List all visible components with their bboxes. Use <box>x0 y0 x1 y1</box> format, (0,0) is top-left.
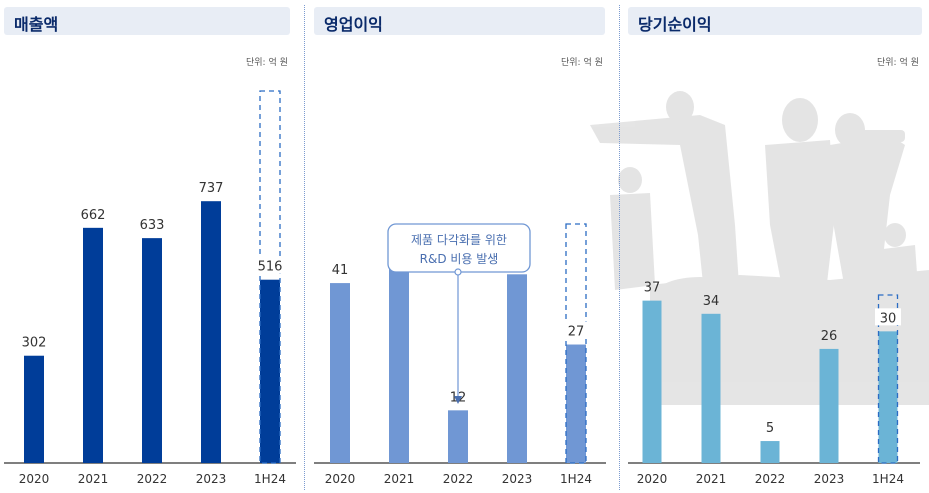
data-label-2020: 302 <box>22 336 47 351</box>
data-label-bg <box>875 308 901 326</box>
bar-1H24 <box>566 344 586 463</box>
operating-profit-title-bar: 영업이익 <box>314 7 605 35</box>
bar-2023 <box>819 348 839 463</box>
data-label-1H24: 27 <box>568 325 585 340</box>
data-label-bg <box>257 256 283 274</box>
bar-2020 <box>642 300 662 463</box>
tick-label-2023: 2023 <box>502 472 533 486</box>
bar-2022 <box>760 441 780 463</box>
net-income-chart: 37 2020 34 2021 5 2022 26 2023 30 1H24 <box>628 281 920 486</box>
data-label-2023: 26 <box>821 329 838 344</box>
tick-label-1H24: 1H24 <box>560 472 592 486</box>
bar-2021 <box>389 243 409 463</box>
bar-1H24 <box>260 279 280 463</box>
net-income-title: 당기순이익 <box>638 15 712 34</box>
projection-box-1H24 <box>565 223 587 464</box>
data-label-1H24: 30 <box>880 311 897 326</box>
tick-label-2022: 2022 <box>755 472 786 486</box>
data-label-2021: 662 <box>81 208 106 223</box>
callout-line1: 제품 다각화를 위한 <box>411 233 507 247</box>
net-income-unit-label: 단위: 억 원 <box>877 58 919 68</box>
projection-box-1H24 <box>259 90 281 464</box>
tick-label-2020: 2020 <box>637 472 668 486</box>
operating-profit-panel: 영업이익 단위: 억 원 412020502021122022432023271… <box>310 0 610 493</box>
revenue-title-bar: 매출액 <box>4 7 290 35</box>
tick-label-2022: 2022 <box>443 472 474 486</box>
callout-line2: R&D 비용 발생 <box>420 252 499 266</box>
data-label-2021: 34 <box>703 294 720 309</box>
tick-label-2020: 2020 <box>19 472 50 486</box>
tick-label-2023: 2023 <box>196 472 227 486</box>
revenue-panel: 매출액 단위: 억 원 302 2020 662 2021 633 2022 737 2023… <box>0 0 300 493</box>
net-income-panel: 당기순이익 단위: 억 원 37 2020 34 2021 5 2022 26 2023 30 1… <box>624 0 924 493</box>
projection-box-1H24 <box>877 294 899 464</box>
tick-label-2021: 2021 <box>696 472 727 486</box>
callout-arrow-head <box>454 396 462 404</box>
bar-2022 <box>448 410 468 463</box>
data-label-2022: 5 <box>766 421 774 436</box>
data-label-2023: 737 <box>199 181 224 196</box>
operating-profit-chart: 412020502021122022432023271H24제품 다각화를 위한… <box>314 223 606 486</box>
operating-profit-unit-label: 단위: 억 원 <box>561 58 603 68</box>
bar-2023 <box>201 201 221 464</box>
tick-label-1H24: 1H24 <box>254 472 286 486</box>
bar-2021 <box>701 313 721 463</box>
bar-1H24 <box>878 331 898 463</box>
tick-label-1H24: 1H24 <box>872 472 904 486</box>
bar-2023 <box>507 274 527 463</box>
data-label-2020: 37 <box>644 281 661 296</box>
callout-anchor <box>454 268 462 276</box>
net-income-title-bar: 당기순이익 <box>628 7 922 35</box>
data-label-2022: 633 <box>140 218 165 233</box>
panel-divider-2 <box>619 5 620 490</box>
operating-profit-title: 영업이익 <box>324 15 383 34</box>
tick-label-2020: 2020 <box>325 472 356 486</box>
bar-2022 <box>142 238 162 463</box>
rnd-callout: 제품 다각화를 위한 R&D 비용 발생 <box>387 223 531 404</box>
panel-divider-1 <box>304 5 305 490</box>
tick-label-2022: 2022 <box>137 472 168 486</box>
data-label-bg <box>563 321 589 339</box>
bar-2020 <box>330 283 350 463</box>
tick-label-2023: 2023 <box>814 472 845 486</box>
bar-2021 <box>83 227 103 463</box>
revenue-title: 매출액 <box>14 15 59 34</box>
tick-label-2021: 2021 <box>384 472 415 486</box>
revenue-unit-label: 단위: 억 원 <box>246 58 288 68</box>
revenue-chart: 302 2020 662 2021 633 2022 737 2023 516 1H24 <box>4 90 296 486</box>
data-label-2020: 41 <box>332 263 349 278</box>
bar-2020 <box>24 355 44 463</box>
tick-label-2021: 2021 <box>78 472 109 486</box>
data-label-1H24: 516 <box>258 260 283 275</box>
